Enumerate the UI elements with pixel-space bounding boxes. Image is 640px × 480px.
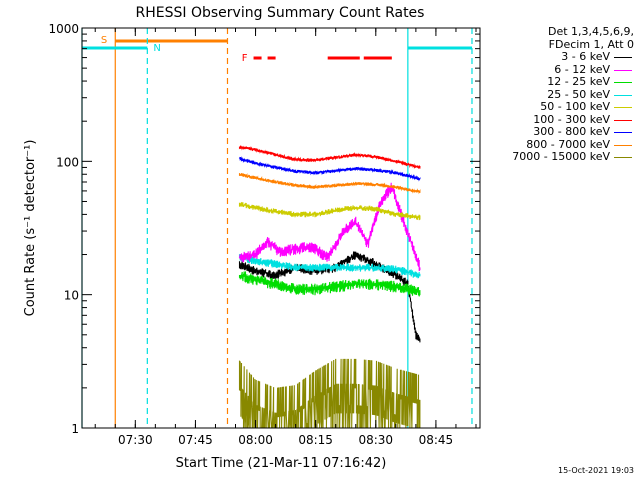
legend-entry: 50 - 100 keV bbox=[484, 100, 634, 114]
legend-swatch bbox=[614, 94, 632, 96]
x-tick-label: 08:30 bbox=[358, 433, 393, 447]
series-line bbox=[238, 201, 421, 221]
legend-header-detectors: Det 1,3,4,5,6,9, bbox=[547, 25, 634, 38]
legend-label: 800 - 7000 keV bbox=[526, 137, 610, 151]
legend-label: 6 - 12 keV bbox=[554, 62, 610, 76]
legend-label: 50 - 100 keV bbox=[540, 100, 610, 113]
legend-entry: 800 - 7000 keV bbox=[484, 137, 634, 152]
legend-swatch bbox=[614, 69, 632, 71]
legend-label: 7000 - 15000 keV bbox=[512, 150, 610, 163]
series-lines bbox=[238, 145, 421, 429]
series-line bbox=[238, 358, 421, 429]
plot-frame bbox=[81, 27, 481, 429]
x-axis-label: Start Time (21-Mar-11 07:16:42) bbox=[176, 456, 387, 471]
legend: Det 1,3,4,5,6,9, FDecim 1, Att 0 3 - 6 k… bbox=[484, 25, 634, 164]
flare-label: F bbox=[242, 53, 248, 64]
legend-swatch bbox=[614, 107, 632, 109]
legend-swatch bbox=[614, 157, 632, 159]
series-line bbox=[238, 172, 421, 195]
legend-entry: 12 - 25 keV bbox=[484, 75, 634, 89]
night-label: N bbox=[153, 43, 160, 54]
legend-entry: 100 - 300 keV bbox=[484, 112, 634, 127]
series-line bbox=[238, 156, 421, 182]
x-tick-label: 08:45 bbox=[419, 433, 454, 447]
saa-label: S bbox=[101, 35, 107, 46]
legend-entries: 3 - 6 keV 6 - 12 keV 12 - 25 keV 25 - 50 ke… bbox=[484, 50, 634, 164]
generation-timestamp: 15-Oct-2021 19:03 bbox=[558, 466, 634, 475]
legend-label: 12 - 25 keV bbox=[547, 75, 610, 88]
legend-swatch bbox=[614, 144, 632, 146]
series-line bbox=[238, 253, 421, 279]
y-axis-label: Count Rate (s⁻¹ detector⁻¹) bbox=[23, 140, 38, 317]
annotation-markers: S N F bbox=[81, 28, 473, 428]
legend-entry: 300 - 800 keV bbox=[484, 125, 634, 139]
legend-swatch bbox=[614, 57, 632, 59]
chart-title: RHESSI Observing Summary Count Rates bbox=[136, 5, 425, 21]
x-tick-label: 07:30 bbox=[118, 433, 153, 447]
y-tick-label: 100 bbox=[56, 155, 79, 169]
axis-ticks: 07:30 07:45 08:00 08:15 08:30 08:45 1 10 100 1000 bbox=[48, 22, 480, 447]
legend-label: 3 - 6 keV bbox=[561, 50, 610, 63]
legend-swatch bbox=[614, 132, 632, 134]
x-tick-label: 08:00 bbox=[238, 433, 273, 447]
legend-label: 100 - 300 keV bbox=[533, 112, 610, 126]
x-tick-label: 08:15 bbox=[298, 433, 333, 447]
legend-entry: 3 - 6 keV bbox=[484, 50, 634, 64]
legend-entry: 6 - 12 keV bbox=[484, 62, 634, 77]
y-tick-label: 1 bbox=[71, 422, 79, 436]
legend-entry: 25 - 50 keV bbox=[484, 87, 634, 102]
legend-entry: 7000 - 15000 keV bbox=[484, 150, 634, 164]
y-tick-label: 1000 bbox=[48, 22, 79, 36]
x-tick-label: 07:45 bbox=[178, 433, 213, 447]
legend-label: 25 - 50 keV bbox=[547, 87, 610, 101]
legend-header-decimation: FDecim 1, Att 0 bbox=[548, 37, 634, 51]
legend-label: 300 - 800 keV bbox=[533, 125, 610, 138]
series-line bbox=[238, 271, 421, 297]
legend-swatch bbox=[614, 82, 632, 84]
legend-swatch bbox=[614, 119, 632, 121]
series-line bbox=[238, 182, 421, 272]
y-tick-label: 10 bbox=[64, 289, 79, 303]
series-line bbox=[238, 145, 421, 170]
